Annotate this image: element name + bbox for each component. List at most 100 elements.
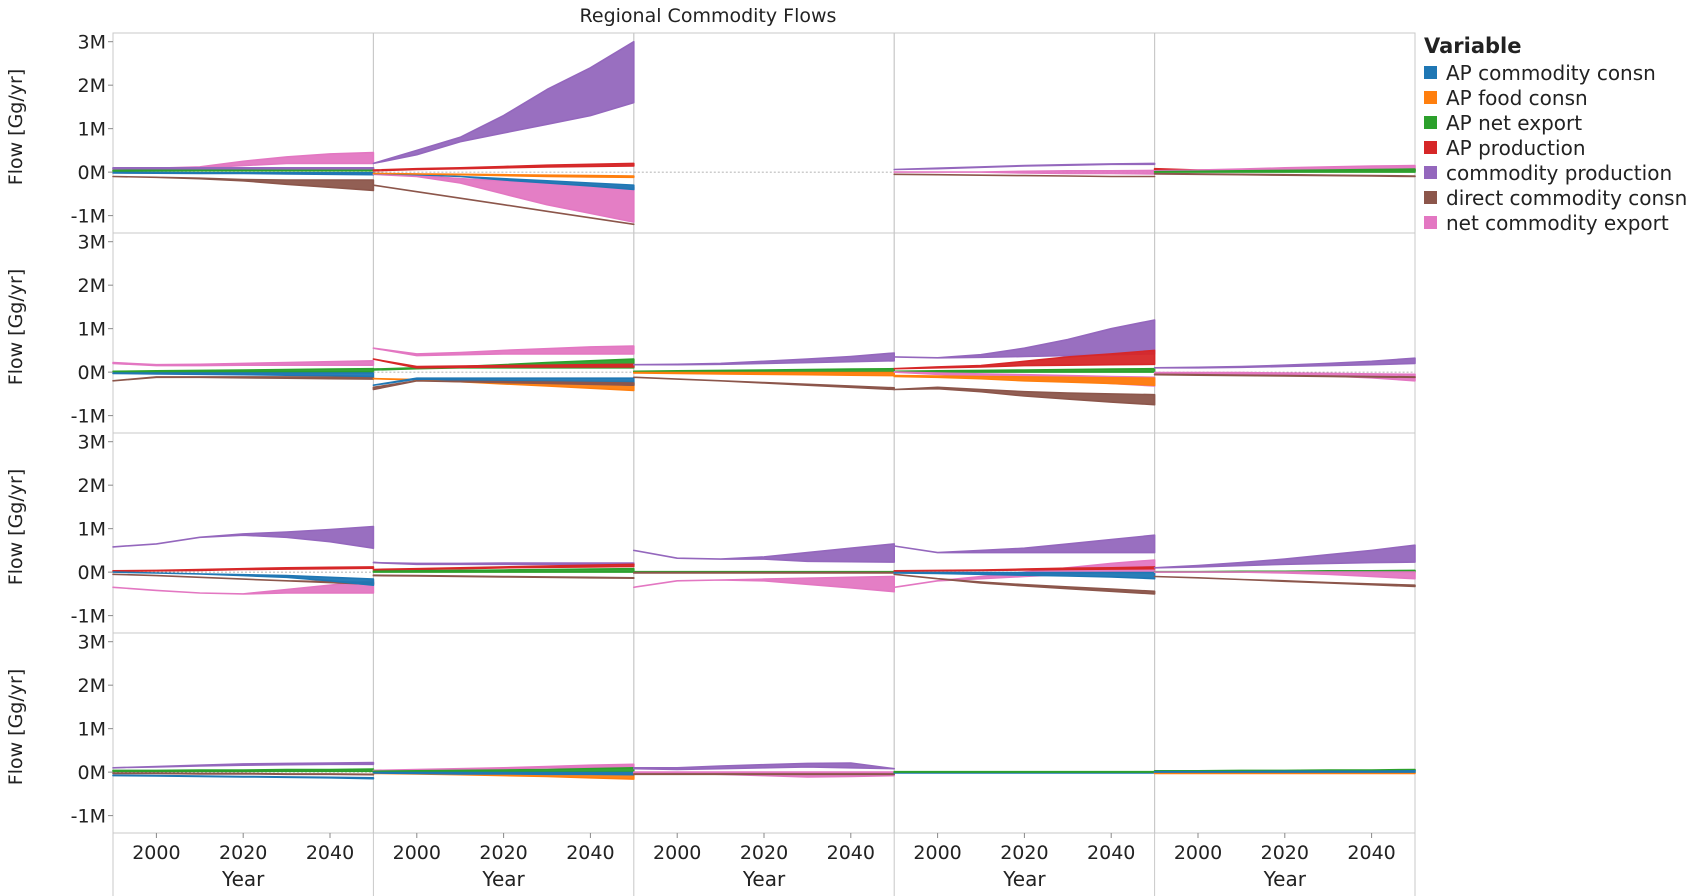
series-area-net-commodity-export [372,345,635,357]
panel-r4-c3 [633,762,895,778]
series-area-direct-commodity-consn [1153,172,1416,178]
series-area-ap-net-export [893,367,1156,373]
series-area-commodity-production [893,319,1156,359]
legend-item-net-commodity-export: net commodity export [1424,210,1686,235]
series-area-ap-food-consn [633,371,895,377]
panel-r3-c3 [633,543,895,593]
x-axis-label: Year [1263,867,1307,891]
panel-r2-c2 [372,345,635,392]
legend-item-commodity-production: commodity production [1424,160,1686,185]
series-area-direct-commodity-consn [112,772,375,776]
series-area-net-commodity-export [1153,371,1416,382]
x-tick-label: 2020 [219,842,267,864]
series-area-ap-commodity-consn [893,571,1156,580]
series-area-commodity-production [112,761,375,769]
series-area-commodity-production [893,534,1156,554]
legend-item-ap-production: AP production [1424,135,1686,160]
series-area-net-commodity-export [112,360,375,367]
series-area-direct-commodity-consn [1153,575,1416,588]
panel-frame [1154,32,1416,234]
series-area-ap-net-export [112,768,375,773]
panel-r1-c1 [112,151,375,192]
series-area-ap-commodity-consn [372,172,635,191]
series-area-commodity-production [633,543,895,563]
series-area-ap-commodity-consn [112,372,375,378]
panel-frame [893,32,1156,234]
legend-swatch [1424,141,1437,154]
x-tick-label: 2020 [479,842,527,864]
series-area-direct-commodity-consn [112,175,375,192]
series-area-direct-commodity-consn [893,386,1156,406]
series-area-net-commodity-export [893,169,1156,175]
series-area-commodity-production [893,162,1156,171]
legend-swatch [1424,66,1437,79]
series-area-ap-net-export [1153,168,1416,173]
panel-frame [372,632,635,834]
x-axis-label: Year [221,867,265,891]
panel-frame [112,232,374,434]
series-area-ap-food-consn [372,172,635,179]
series-area-ap-net-export [633,367,895,373]
series-area-commodity-production [1153,357,1416,369]
series-area-commodity-production [1153,544,1416,569]
x-tick-label: 2000 [393,842,441,864]
panel-r3-c5 [1153,544,1416,588]
series-area-ap-production [893,566,1156,573]
legend-item-ap-food-consn: AP food consn [1424,85,1686,110]
y-tick-label: 1M [78,719,106,741]
series-area-direct-commodity-consn [112,376,375,382]
legend-label: AP production [1446,135,1586,160]
y-axes: Flow [Gg/yr] -1M 0M 1M 2M 3M Flow [Gg/yr] -1M 0M… [5,32,113,828]
series-area-direct-commodity-consn [893,573,1156,595]
x-tick-label: 2020 [1261,842,1309,864]
y-tick-label: 0M [78,762,106,784]
series-area-commodity-production [112,167,375,170]
series-area-direct-commodity-consn [1153,373,1416,379]
panel-frame [1154,432,1416,634]
panel-frame [633,232,895,434]
legend-label: commodity production [1446,160,1673,185]
y-tick-label: -1M [71,806,106,828]
series-area-net-commodity-export [372,173,635,223]
series-area-ap-food-consn [893,374,1156,386]
legend-items: AP commodity consn AP food consn AP net ex… [1424,60,1687,235]
y-tick-label: -1M [71,406,106,428]
x-axis-label: Year [742,867,786,891]
series-area-ap-commodity-consn [112,571,375,586]
panel-r3-c1 [112,525,375,595]
series-area-direct-commodity-consn [633,376,895,391]
legend-item-direct-commodity-consn: direct commodity consn [1424,185,1687,210]
panel-r1-c4 [893,162,1156,178]
y-axis-label: Flow [Gg/yr] [5,469,27,585]
y-tick-label: 3M [78,432,106,454]
x-axes: 2000 2020 2040 Year 2000 2020 2040 Year 2000 2020… [112,832,1416,896]
series-area-commodity-production [112,525,375,549]
legend-swatch [1424,191,1437,204]
panel-frame [1154,632,1416,834]
series-area-ap-production [372,563,635,571]
y-tick-label: 3M [78,632,106,654]
y-tick-label: 1M [78,119,106,141]
series-area-commodity-production [633,762,895,771]
x-tick-label: 2000 [913,842,961,864]
panel-r4-c2 [372,763,635,780]
series-area-commodity-production [633,352,895,366]
legend-label: AP food consn [1446,85,1588,110]
x-tick-label: 2000 [132,842,180,864]
x-tick-label: 2020 [740,842,788,864]
panel-r2-c5 [1153,357,1416,382]
y-tick-label: -1M [71,206,106,228]
panel-r4-c5 [1153,768,1416,775]
legend-swatch [1424,166,1437,179]
y-axis-label: Flow [Gg/yr] [5,69,27,185]
panel-frame [633,432,895,634]
y-tick-label: -1M [71,606,106,628]
panel-frame [372,432,635,634]
legend-item-ap-net-export: AP net export [1424,110,1686,135]
legend-label: AP net export [1446,110,1583,135]
y-axis-label: Flow [Gg/yr] [5,269,27,385]
series-area-ap-commodity-consn [112,774,375,780]
panel-r3-c4 [893,534,1156,595]
panel-r4-c4 [893,770,1156,774]
series-area-net-commodity-export [633,575,895,593]
